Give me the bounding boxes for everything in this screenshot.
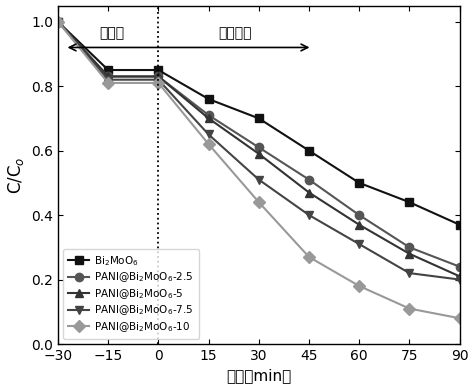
PANI@Bi$_2$MoO$_6$-7.5 [356, 242, 362, 247]
PANI@Bi$_2$MoO$_6$-2.5 [306, 177, 312, 182]
Bi$_2$MoO$_6$ [306, 148, 312, 153]
PANI@Bi$_2$MoO$_6$-7.5 [55, 19, 61, 24]
PANI@Bi$_2$MoO$_6$-5 [457, 274, 463, 279]
PANI@Bi$_2$MoO$_6$-7.5 [155, 77, 161, 82]
PANI@Bi$_2$MoO$_6$-10 [155, 81, 161, 85]
PANI@Bi$_2$MoO$_6$-7.5 [105, 77, 111, 82]
PANI@Bi$_2$MoO$_6$-5 [306, 190, 312, 195]
PANI@Bi$_2$MoO$_6$-10 [407, 306, 412, 311]
Line: Bi$_2$MoO$_6$: Bi$_2$MoO$_6$ [54, 18, 464, 229]
PANI@Bi$_2$MoO$_6$-7.5 [407, 271, 412, 275]
PANI@Bi$_2$MoO$_6$-5 [356, 223, 362, 227]
Bi$_2$MoO$_6$ [457, 223, 463, 227]
Line: PANI@Bi$_2$MoO$_6$-5: PANI@Bi$_2$MoO$_6$-5 [54, 18, 464, 280]
X-axis label: 时间（min）: 时间（min） [226, 368, 292, 384]
PANI@Bi$_2$MoO$_6$-10 [105, 81, 111, 85]
PANI@Bi$_2$MoO$_6$-10 [356, 284, 362, 288]
PANI@Bi$_2$MoO$_6$-5 [206, 116, 211, 121]
PANI@Bi$_2$MoO$_6$-10 [206, 142, 211, 147]
PANI@Bi$_2$MoO$_6$-10 [256, 200, 262, 205]
PANI@Bi$_2$MoO$_6$-5 [55, 19, 61, 24]
Bi$_2$MoO$_6$ [55, 19, 61, 24]
PANI@Bi$_2$MoO$_6$-7.5 [256, 177, 262, 182]
Text: 光照降解: 光照降解 [219, 26, 252, 40]
PANI@Bi$_2$MoO$_6$-2.5 [55, 19, 61, 24]
PANI@Bi$_2$MoO$_6$-5 [256, 151, 262, 156]
PANI@Bi$_2$MoO$_6$-2.5 [256, 145, 262, 150]
PANI@Bi$_2$MoO$_6$-2.5 [407, 245, 412, 250]
PANI@Bi$_2$MoO$_6$-7.5 [206, 132, 211, 137]
Y-axis label: C/C$_o$: C/C$_o$ [6, 156, 26, 194]
PANI@Bi$_2$MoO$_6$-7.5 [457, 277, 463, 282]
PANI@Bi$_2$MoO$_6$-5 [407, 251, 412, 256]
PANI@Bi$_2$MoO$_6$-2.5 [105, 74, 111, 79]
PANI@Bi$_2$MoO$_6$-5 [155, 74, 161, 79]
Line: PANI@Bi$_2$MoO$_6$-10: PANI@Bi$_2$MoO$_6$-10 [54, 18, 464, 322]
PANI@Bi$_2$MoO$_6$-10 [306, 255, 312, 259]
PANI@Bi$_2$MoO$_6$-2.5 [155, 74, 161, 79]
PANI@Bi$_2$MoO$_6$-2.5 [457, 265, 463, 269]
Legend: Bi$_2$MoO$_6$, PANI@Bi$_2$MoO$_6$-2.5, PANI@Bi$_2$MoO$_6$-5, PANI@Bi$_2$MoO$_6$-: Bi$_2$MoO$_6$, PANI@Bi$_2$MoO$_6$-2.5, P… [63, 249, 199, 339]
PANI@Bi$_2$MoO$_6$-10 [55, 19, 61, 24]
Text: 暗反应: 暗反应 [99, 26, 124, 40]
Bi$_2$MoO$_6$ [356, 180, 362, 185]
Line: PANI@Bi$_2$MoO$_6$-7.5: PANI@Bi$_2$MoO$_6$-7.5 [54, 18, 464, 284]
PANI@Bi$_2$MoO$_6$-10 [457, 316, 463, 321]
Bi$_2$MoO$_6$ [256, 116, 262, 121]
Bi$_2$MoO$_6$ [206, 97, 211, 102]
PANI@Bi$_2$MoO$_6$-7.5 [306, 213, 312, 217]
Bi$_2$MoO$_6$ [155, 68, 161, 72]
Bi$_2$MoO$_6$ [105, 68, 111, 72]
PANI@Bi$_2$MoO$_6$-2.5 [356, 213, 362, 217]
PANI@Bi$_2$MoO$_6$-5 [105, 74, 111, 79]
Bi$_2$MoO$_6$ [407, 200, 412, 205]
PANI@Bi$_2$MoO$_6$-2.5 [206, 113, 211, 117]
Line: PANI@Bi$_2$MoO$_6$-2.5: PANI@Bi$_2$MoO$_6$-2.5 [54, 18, 464, 271]
